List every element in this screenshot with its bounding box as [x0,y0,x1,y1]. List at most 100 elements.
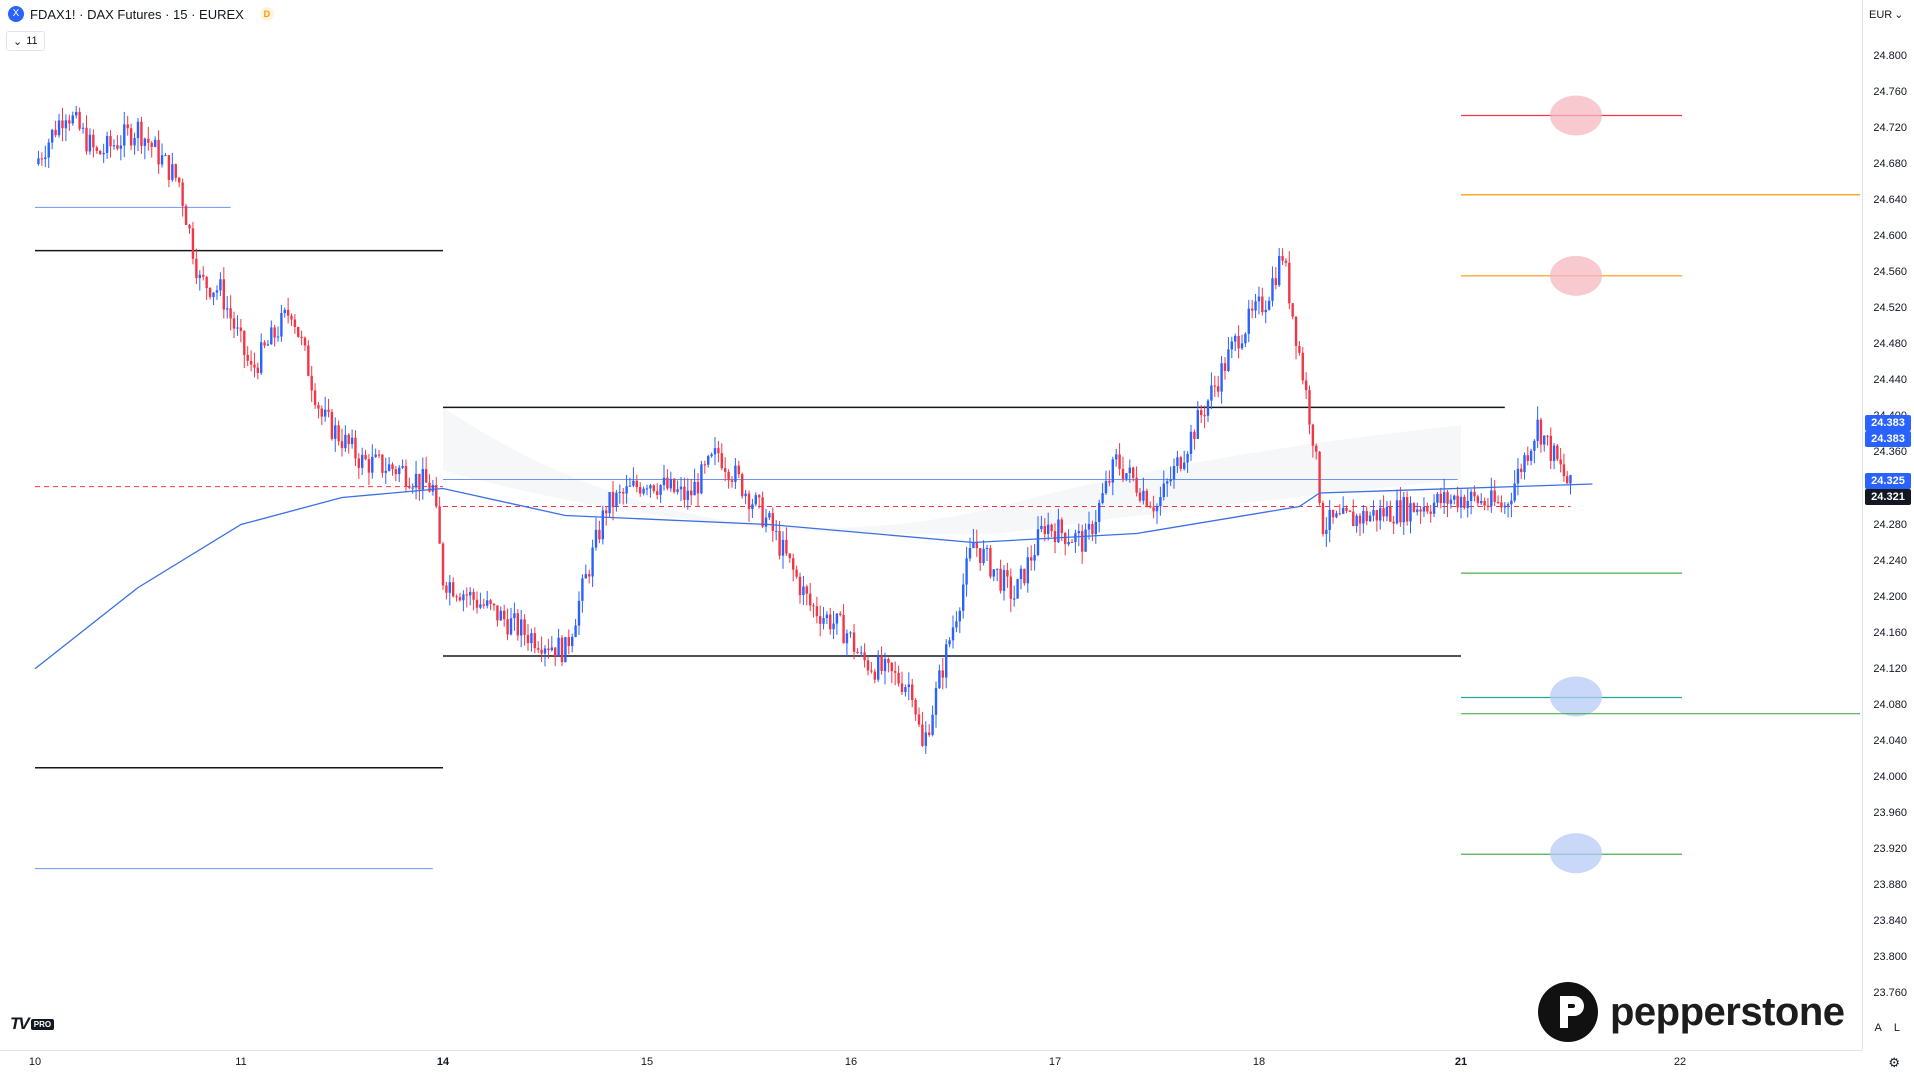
candle-body [256,367,260,373]
candle-body [513,613,516,619]
candle-body [1432,502,1436,514]
candle-body [1281,255,1284,261]
candle-body [482,604,485,606]
candle-body [924,732,927,746]
candle-body [581,578,584,601]
time-axis[interactable]: 10 11 14 15 16 17 18 21 22 [0,1050,1862,1075]
candle-body [1240,343,1244,349]
candle-body [506,619,509,635]
log-scale-button[interactable]: L [1893,1022,1900,1034]
candle-body [1186,453,1189,463]
price-tick: 24.360 [1873,446,1907,459]
price-tag: 24.383 [1865,414,1911,431]
candle-body [1213,385,1216,387]
chart-area[interactable]: X FDAX1! · DAX Futures · 15 · EUREX D ⌄ … [0,0,1862,1050]
candle-body [968,548,972,559]
candle-body [1274,278,1278,286]
candle-body [1084,529,1087,552]
tv-pro-badge: PRO [30,1018,55,1030]
candle-body [1385,506,1389,517]
candle-body [904,687,907,693]
candle-body [571,636,574,647]
candle-body [109,136,112,147]
candle-body [928,732,931,735]
candle-body [1081,531,1084,552]
candle-body [249,360,253,365]
data-badge[interactable]: D [259,7,274,21]
candle-body [283,309,286,314]
candle-body [215,290,219,293]
candle-body [747,493,751,510]
candle-body [1244,333,1247,344]
currency-selector[interactable]: EUR ⌄ [1869,8,1903,22]
candle-body [1536,419,1539,441]
candle-body [1200,410,1203,416]
candle-body [102,152,105,155]
candle-body [408,485,411,488]
pepperstone-logo-icon [1538,982,1598,1042]
candle-body [1138,492,1142,501]
candle-body [880,656,883,672]
candle-body [554,647,557,657]
price-scale[interactable]: EUR ⌄ 24.800 24.760 24.720 24.680 24.640 24.6… [1862,0,1914,1050]
candle-body [465,594,468,596]
candle-body [222,279,226,310]
price-tick: 24.440 [1873,374,1907,387]
candle-body [1159,497,1162,507]
candle-body [523,619,526,635]
candle-body [1490,490,1493,506]
auto-scale-button[interactable]: A [1874,1022,1882,1034]
candle-body [713,448,717,455]
candle-body [184,205,188,225]
candle-body [975,542,978,549]
candle-body [164,155,167,157]
candle-body [1030,557,1033,561]
candle-body [1325,529,1328,534]
candle-body [605,510,608,514]
price-tick: 24.600 [1873,230,1907,243]
candle-body [1288,262,1291,304]
candle-body [1006,570,1009,577]
candle-body [398,467,401,475]
candle-body [1426,506,1429,512]
candle-body [764,517,768,527]
candle-body [1179,457,1182,469]
candle-body [105,136,109,153]
tradingview-logo[interactable]: TV PRO [10,1014,55,1034]
symbol-legend[interactable]: X FDAX1! · DAX Futures · 15 · EUREX D [8,6,274,22]
candle-body [1315,445,1318,452]
candle-body [361,454,364,468]
price-tick: 23.800 [1873,950,1907,963]
candle-body [394,469,398,475]
candle-body [822,618,825,624]
candle-body [266,344,270,346]
time-label: 16 [844,1056,858,1068]
candle-body [260,342,263,373]
candle-body [550,647,553,651]
axis-mode-buttons[interactable]: A L [1875,1022,1900,1034]
candle-body [40,158,44,160]
candle-body [917,714,921,725]
price-tick: 23.960 [1873,806,1907,819]
candle-body [1516,468,1520,484]
candle-body [88,134,92,152]
chart-canvas[interactable] [0,0,1862,1050]
indicators-toggle-button[interactable]: ⌄ 11 [6,31,45,51]
candle-body [649,485,652,489]
candle-body [938,670,941,689]
candle-body [276,336,280,338]
candle-body [469,591,472,596]
candle-body [1250,308,1254,311]
price-tick: 24.720 [1873,122,1907,135]
candle-body [1372,510,1375,516]
gear-icon[interactable]: ⚙ [1888,1055,1900,1070]
symbol-title[interactable]: FDAX1! · DAX Futures · 15 · EUREX [30,6,244,22]
candle-body [1453,495,1456,500]
price-tick: 24.280 [1873,518,1907,531]
candle-body [659,485,662,495]
candle-body [47,142,50,158]
time-label: 18 [1252,1056,1266,1068]
candle-body [424,469,428,483]
candle-body [458,597,462,601]
target-marker [1550,676,1602,717]
